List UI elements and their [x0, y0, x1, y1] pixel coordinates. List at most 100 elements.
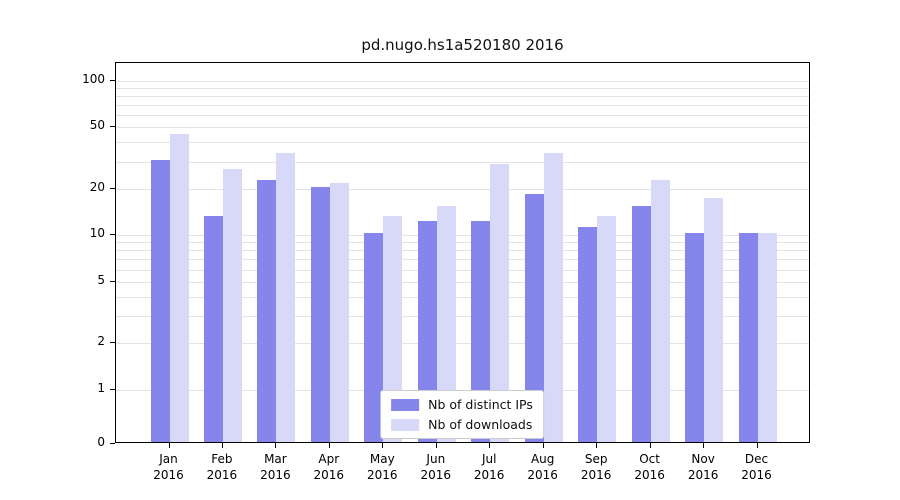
year-label: 2016 — [473, 468, 505, 482]
bar-ips-sep — [578, 226, 598, 442]
y-tick-label-0: 0 — [97, 435, 105, 449]
x-label-jan: Jan 2016 — [139, 451, 199, 483]
bar-ips-aug — [524, 193, 544, 442]
year-label: 2016 — [527, 468, 558, 482]
y-tick-20 — [110, 187, 115, 189]
gridline-60 — [116, 114, 809, 116]
y-tick-label-2: 2 — [97, 334, 105, 349]
bar-ips-mar — [257, 180, 277, 442]
bar-ips-dec — [738, 233, 758, 442]
year-label: 2016 — [206, 468, 238, 482]
y-tick-label-100: 100 — [82, 71, 105, 86]
gridline-3 — [116, 316, 809, 318]
gridline-5 — [116, 281, 809, 283]
bar-downloads-nov — [704, 197, 724, 442]
gridline-80 — [116, 95, 809, 97]
x-tick-aug — [542, 443, 544, 448]
bar-downloads-aug — [543, 153, 563, 442]
year-label: 2016 — [741, 468, 772, 482]
x-label-aug: Aug 2016 — [513, 451, 573, 483]
x-tick-jul — [489, 443, 491, 448]
year-label: 2016 — [153, 468, 184, 482]
x-label-feb: Feb 2016 — [192, 451, 252, 483]
chart-title: pd.nugo.hs1a520180 2016 — [361, 36, 564, 54]
y-tick-0 — [110, 443, 115, 444]
x-tick-mar — [275, 443, 277, 448]
year-label: 2016 — [634, 468, 665, 482]
gridline-100 — [116, 80, 809, 82]
bar-ips-feb — [203, 215, 223, 442]
y-tick-label-20: 20 — [89, 179, 105, 194]
bar-downloads-dec — [757, 233, 777, 442]
month-label: Mar — [264, 452, 287, 466]
year-label: 2016 — [367, 468, 398, 482]
year-label: 2016 — [260, 468, 291, 482]
month-label: Jan — [159, 452, 178, 466]
x-label-apr: Apr 2016 — [299, 451, 359, 483]
month-label: Apr — [318, 452, 340, 466]
month-label: Aug — [530, 452, 555, 466]
x-tick-apr — [328, 443, 330, 448]
month-label: Dec — [744, 452, 769, 466]
year-label: 2016 — [687, 468, 719, 482]
x-tick-sep — [596, 443, 598, 448]
y-tick-label-50: 50 — [89, 118, 105, 133]
gridline-8 — [116, 250, 809, 252]
month-label: Feb — [211, 452, 233, 466]
bar-downloads-sep — [597, 215, 617, 442]
bar-downloads-oct — [650, 180, 670, 442]
y-tick-label-10: 10 — [89, 226, 105, 241]
month-label: Jul — [481, 452, 497, 466]
y-tick-10 — [110, 234, 115, 236]
legend-label-ips: Nb of distinct IPs — [428, 397, 533, 412]
bar-ips-may — [364, 233, 384, 442]
x-tick-feb — [221, 443, 223, 448]
year-label: 2016 — [313, 468, 345, 482]
bar-ips-jul — [471, 221, 491, 442]
x-label-jun: Jun 2016 — [406, 451, 466, 483]
gridline-40 — [116, 142, 809, 144]
gridline-9 — [116, 242, 809, 244]
x-tick-oct — [649, 443, 651, 448]
gridline-10 — [116, 235, 809, 237]
legend: Nb of distinct IPs Nb of downloads — [380, 390, 544, 439]
y-tick-label-5: 5 — [97, 272, 105, 287]
y-tick-label-1: 1 — [97, 380, 105, 395]
bar-downloads-jun — [436, 206, 456, 442]
x-label-oct: Oct 2016 — [620, 451, 680, 483]
gridline-2 — [116, 343, 809, 345]
gridline-90 — [116, 87, 809, 89]
year-label: 2016 — [420, 468, 452, 482]
x-label-jul: Jul 2016 — [459, 451, 519, 483]
y-tick-1 — [110, 388, 115, 390]
bar-ips-jan — [150, 159, 170, 442]
month-label: Sep — [584, 452, 608, 466]
bar-downloads-feb — [222, 169, 242, 442]
gridline-6 — [116, 269, 809, 271]
month-label: Jun — [426, 452, 446, 466]
x-tick-nov — [703, 443, 705, 448]
bar-ips-apr — [310, 186, 330, 442]
x-label-may: May 2016 — [352, 451, 412, 483]
bar-ips-oct — [631, 206, 651, 442]
gridline-30 — [116, 161, 809, 163]
x-label-dec: Dec 2016 — [727, 451, 787, 483]
bar-downloads-jan — [169, 133, 189, 442]
bar-downloads-may — [383, 215, 403, 442]
gridline-20 — [116, 188, 809, 190]
month-label: Oct — [639, 452, 660, 466]
x-tick-may — [382, 443, 384, 448]
bar-downloads-apr — [329, 183, 349, 442]
plot-area — [115, 62, 810, 443]
x-tick-jun — [435, 443, 437, 448]
x-label-nov: Nov 2016 — [673, 451, 733, 483]
legend-swatch-downloads — [391, 418, 420, 431]
legend-entry-downloads: Nb of downloads — [391, 417, 533, 432]
bar-downloads-jul — [490, 164, 510, 442]
bar-ips-nov — [685, 233, 705, 442]
legend-swatch-ips — [391, 398, 420, 411]
gridline-7 — [116, 259, 809, 261]
x-label-mar: Mar 2016 — [245, 451, 305, 483]
month-label: May — [369, 452, 395, 466]
